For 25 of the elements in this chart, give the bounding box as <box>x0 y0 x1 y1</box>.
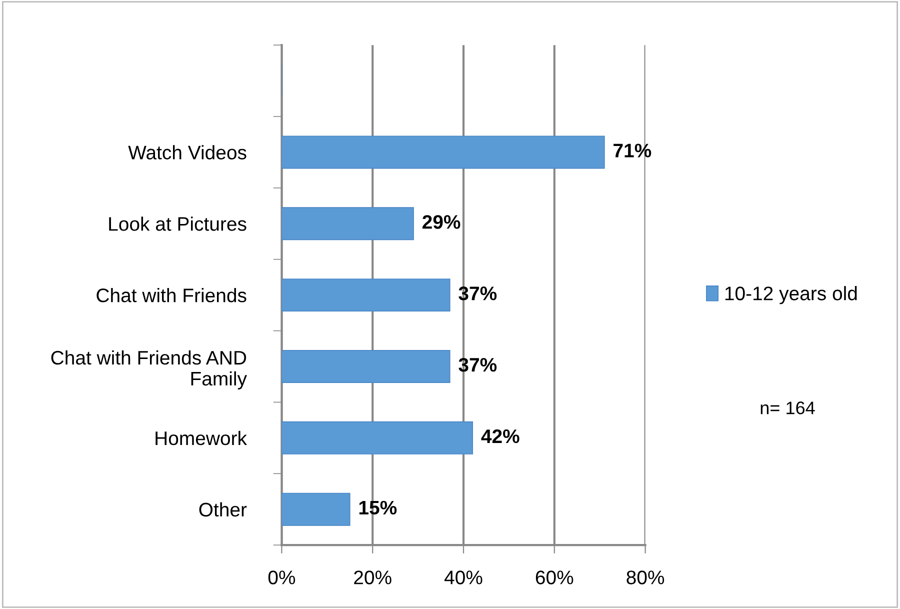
bar <box>282 136 605 169</box>
data-label: 29% <box>422 215 460 229</box>
y-tick-label: Chat with Friends <box>96 288 246 302</box>
bar <box>282 421 474 454</box>
x-tick-label: 60% <box>536 570 574 584</box>
y-tick-label: Look at Pictures <box>109 216 246 231</box>
data-label: 37% <box>458 286 497 300</box>
data-label: 71% <box>614 144 652 158</box>
x-tick-label: 20% <box>354 570 392 584</box>
x-tick-label: 40% <box>444 570 482 584</box>
bar <box>282 278 450 312</box>
x-tick-label: 80% <box>626 570 664 584</box>
bar <box>282 350 450 383</box>
bar <box>282 207 414 240</box>
y-tick-label: Chat with Friends AND Family <box>51 350 247 390</box>
text: n= 164 <box>760 402 815 414</box>
data-label: 15% <box>359 500 397 515</box>
legend-label: 10-12 years old <box>725 286 857 304</box>
x-tick-label: 0% <box>268 570 296 584</box>
y-tick-label: Homework <box>156 430 248 446</box>
data-label: 42% <box>481 429 520 444</box>
data-label: 37% <box>458 358 497 372</box>
bar <box>282 492 350 526</box>
y-tick-label: Watch Videos <box>128 145 246 160</box>
y-tick-label: Other <box>199 502 247 517</box>
